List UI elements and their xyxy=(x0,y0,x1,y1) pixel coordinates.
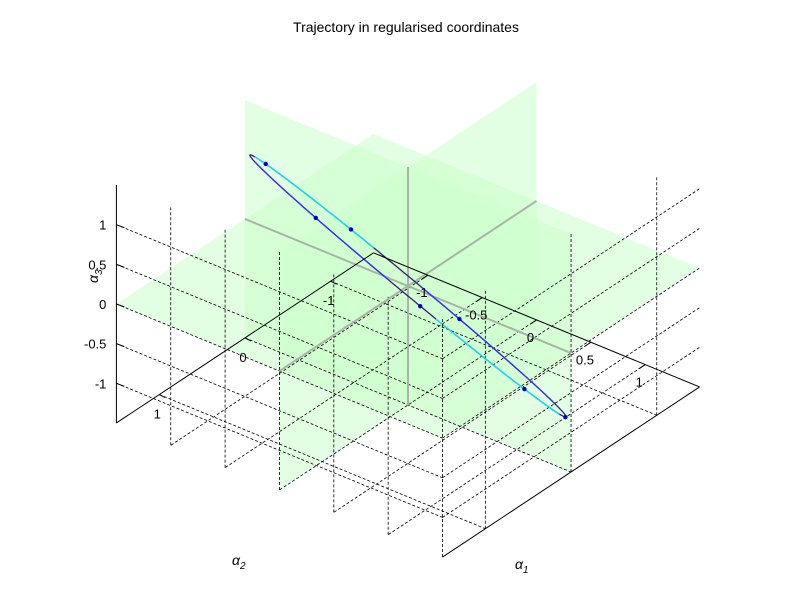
grid-line-floor xyxy=(387,364,646,536)
z-tick-label: 0.5 xyxy=(88,257,106,272)
x-tick-label: 1 xyxy=(636,375,643,390)
z-tick-label: 0 xyxy=(99,297,106,312)
grid-line-back-wall xyxy=(116,382,443,518)
tick-mark-y xyxy=(244,337,252,342)
x-tick-label: 0 xyxy=(527,330,534,345)
trajectory-marker xyxy=(263,161,268,167)
grid-line-side-wall xyxy=(442,307,700,479)
tick-mark-y xyxy=(159,394,166,399)
trajectory-marker xyxy=(457,316,462,322)
x-tick-label: -0.5 xyxy=(465,308,487,323)
grid-line-back-wall xyxy=(116,224,443,360)
grid-line-side-wall xyxy=(442,188,700,360)
y-axis-label: α2 xyxy=(232,552,246,572)
tick-mark-x xyxy=(638,364,646,370)
tick-mark-z xyxy=(116,303,125,308)
z-tick-label: -1 xyxy=(95,376,107,391)
z-tick-label: 1 xyxy=(99,218,106,233)
y-tick-label: 0 xyxy=(239,350,246,365)
trajectory xyxy=(249,154,568,420)
grid-line-side-wall xyxy=(442,346,700,518)
plane-axis-lines xyxy=(244,167,572,405)
tick-mark-x xyxy=(530,319,537,325)
grid-line-side-wall xyxy=(442,228,700,399)
trajectory-marker xyxy=(563,414,568,420)
y-tick-label: -1 xyxy=(323,293,335,308)
trajectory-segment xyxy=(435,318,560,415)
tick-mark-z xyxy=(116,343,125,348)
trajectory-segment xyxy=(254,161,390,281)
z-tick-label: -0.5 xyxy=(84,337,106,352)
grid-line-back-wall xyxy=(116,263,443,399)
tick-mark-z xyxy=(116,382,125,387)
grid-line-floor xyxy=(170,274,429,446)
trajectory-segment xyxy=(420,286,555,404)
trajectory-marker xyxy=(522,386,527,392)
tick-mark-y xyxy=(330,280,337,285)
tick-mark-z xyxy=(116,263,125,268)
tick-labels: -1 -0.5 0 0.5 1 -1 -0.5 0 0.5 1 -1 0 1 xyxy=(84,218,646,422)
tick-mark-x xyxy=(584,341,592,347)
x-tick-label: -1 xyxy=(416,285,428,300)
tick-mark-x xyxy=(421,274,429,280)
chart-title: Trajectory in regularised coordinates xyxy=(293,19,519,35)
tick-mark-x xyxy=(475,297,483,302)
grid-line-floor xyxy=(159,394,486,530)
axis-edge-y xyxy=(442,386,700,558)
x-axis-label: α1 xyxy=(515,556,529,576)
grid-line-back-wall xyxy=(116,343,443,479)
grid-line-side-wall xyxy=(442,267,700,439)
z-axis-label: α3 xyxy=(85,269,105,283)
trajectory-marker xyxy=(348,227,354,232)
x-tick-label: 0.5 xyxy=(576,352,594,367)
trajectory-marker xyxy=(313,215,318,221)
trajectory-marker xyxy=(418,303,423,309)
y-tick-label: 1 xyxy=(154,407,161,422)
tick-mark-z xyxy=(116,224,125,229)
